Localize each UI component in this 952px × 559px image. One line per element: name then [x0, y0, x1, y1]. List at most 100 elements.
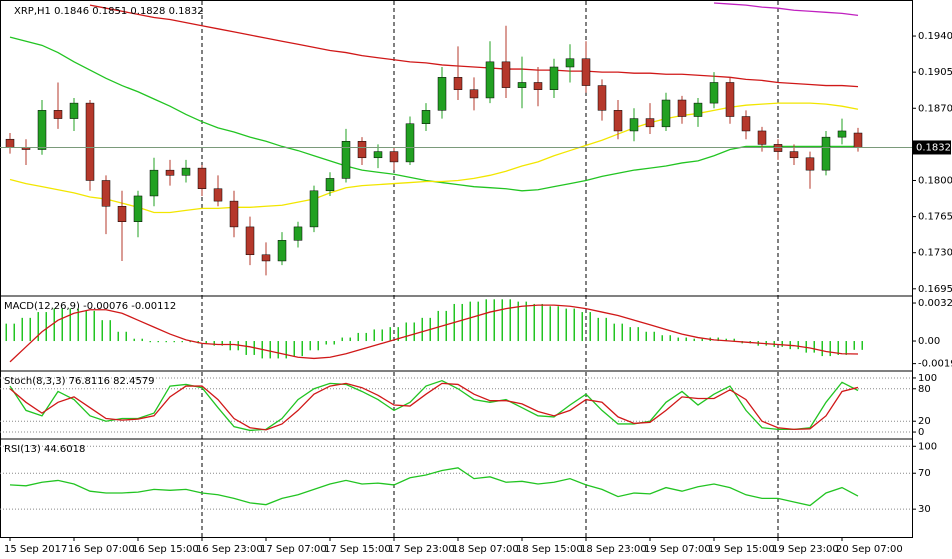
x-tick-label: 17 Sep 23:00 — [388, 544, 455, 555]
candle-body — [693, 102, 703, 117]
y-tick-label: -0.00195 — [918, 359, 952, 370]
macd-bar — [685, 337, 687, 342]
x-tick-label: 16 Sep 07:00 — [68, 544, 135, 555]
candle-body — [709, 82, 719, 104]
candle-body — [149, 169, 159, 197]
macd-bar — [309, 341, 311, 351]
candle-body — [85, 102, 95, 181]
signal-line — [9, 304, 859, 363]
macd-bar — [285, 341, 287, 359]
macd-bar — [733, 338, 735, 342]
y-tick-label: 0.00328 — [918, 298, 952, 309]
candle-body — [677, 99, 687, 117]
macd-bar — [341, 337, 343, 342]
macd-bar — [29, 317, 31, 342]
y-tick-label: 0.1940 — [918, 31, 952, 42]
macd-bar — [333, 341, 335, 345]
x-tick-label: 16 Sep 15:00 — [132, 544, 199, 555]
y-tick-label: 0.1905 — [918, 67, 952, 78]
candle-body — [229, 200, 239, 228]
moving-average — [9, 102, 859, 214]
x-tick-label: 18 Sep 23:00 — [580, 544, 647, 555]
macd-bar — [645, 331, 647, 342]
x-tick-label: 17 Sep 07:00 — [260, 544, 327, 555]
candle-body — [437, 77, 447, 111]
candle-body — [805, 157, 815, 171]
macd-bar — [373, 329, 375, 342]
macd-bar — [837, 341, 839, 355]
macd-bar — [357, 332, 359, 342]
pane-title: Stoch(8,3,3) 76.8116 82.4579 — [4, 376, 155, 387]
macd-bar — [701, 338, 703, 342]
moving-average — [713, 2, 859, 17]
y-tick-label: 0.1765 — [918, 212, 952, 223]
macd-bar — [533, 303, 535, 342]
macd-bar — [45, 312, 47, 342]
x-tick-label: 18 Sep 07:00 — [452, 544, 519, 555]
macd-bar — [717, 337, 719, 342]
macd-bar — [389, 327, 391, 342]
macd-bar — [53, 308, 55, 342]
macd-bar — [677, 337, 679, 342]
macd-bar — [381, 329, 383, 342]
macd-bar — [853, 341, 855, 350]
macd-bar — [797, 341, 799, 350]
macd-bar — [821, 341, 823, 357]
candle-body — [277, 240, 287, 262]
macd-bar — [365, 332, 367, 342]
macd-bar — [565, 308, 567, 342]
candle-body — [357, 141, 367, 159]
macd-bar — [581, 312, 583, 342]
macd-bar — [613, 323, 615, 342]
macd-bar — [317, 341, 319, 351]
macd-bar — [549, 306, 551, 342]
macd-bar — [37, 312, 39, 342]
macd-bar — [349, 337, 351, 342]
macd-bar — [693, 338, 695, 342]
pane-title: RSI(13) 44.6018 — [4, 444, 85, 455]
macd-bar — [573, 308, 575, 342]
candle-body — [757, 130, 767, 145]
macd-bar — [213, 341, 215, 346]
pane-title: MACD(12,26,9) -0.00076 -0.00112 — [4, 301, 176, 312]
candle-body — [117, 206, 127, 222]
x-tick-label: 19 Sep 23:00 — [772, 544, 839, 555]
macd-bar — [469, 301, 471, 342]
macd-bar — [269, 341, 271, 359]
macd-bar — [189, 341, 191, 343]
candle-body — [789, 151, 799, 159]
y-tick-label: 0.1870 — [918, 103, 952, 114]
candle-body — [133, 195, 143, 223]
candle-body — [405, 123, 415, 163]
plot-frame — [0, 0, 913, 538]
candle-body — [773, 144, 783, 152]
macd-bar — [445, 310, 447, 342]
candle-body — [549, 66, 559, 90]
candle-body — [837, 130, 847, 138]
candle-body — [53, 110, 63, 119]
macd-bar — [629, 327, 631, 342]
macd-bar — [205, 341, 207, 344]
macd-bar — [421, 317, 423, 342]
macd-bar — [325, 341, 327, 345]
y-tick-label: 100 — [918, 373, 937, 384]
macd-bar — [149, 341, 151, 343]
y-tick-label: 0.00 — [918, 336, 940, 347]
macd-bar — [173, 341, 175, 343]
macd-bar — [477, 301, 479, 342]
candle-body — [421, 110, 431, 124]
y-tick-label: 0.1695 — [918, 284, 952, 295]
indicator-line — [9, 382, 859, 431]
candle-body — [613, 110, 623, 132]
x-tick-label: 19 Sep 15:00 — [708, 544, 775, 555]
candle-body — [597, 85, 607, 111]
macd-bar — [829, 341, 831, 357]
x-tick-label: 19 Sep 07:00 — [644, 544, 711, 555]
candle-body — [501, 61, 511, 88]
macd-bar — [293, 341, 295, 357]
macd-bar — [77, 308, 79, 342]
x-tick-label: 18 Sep 15:00 — [516, 544, 583, 555]
macd-bar — [21, 317, 23, 342]
candle-body — [389, 151, 399, 163]
macd-bar — [397, 327, 399, 342]
